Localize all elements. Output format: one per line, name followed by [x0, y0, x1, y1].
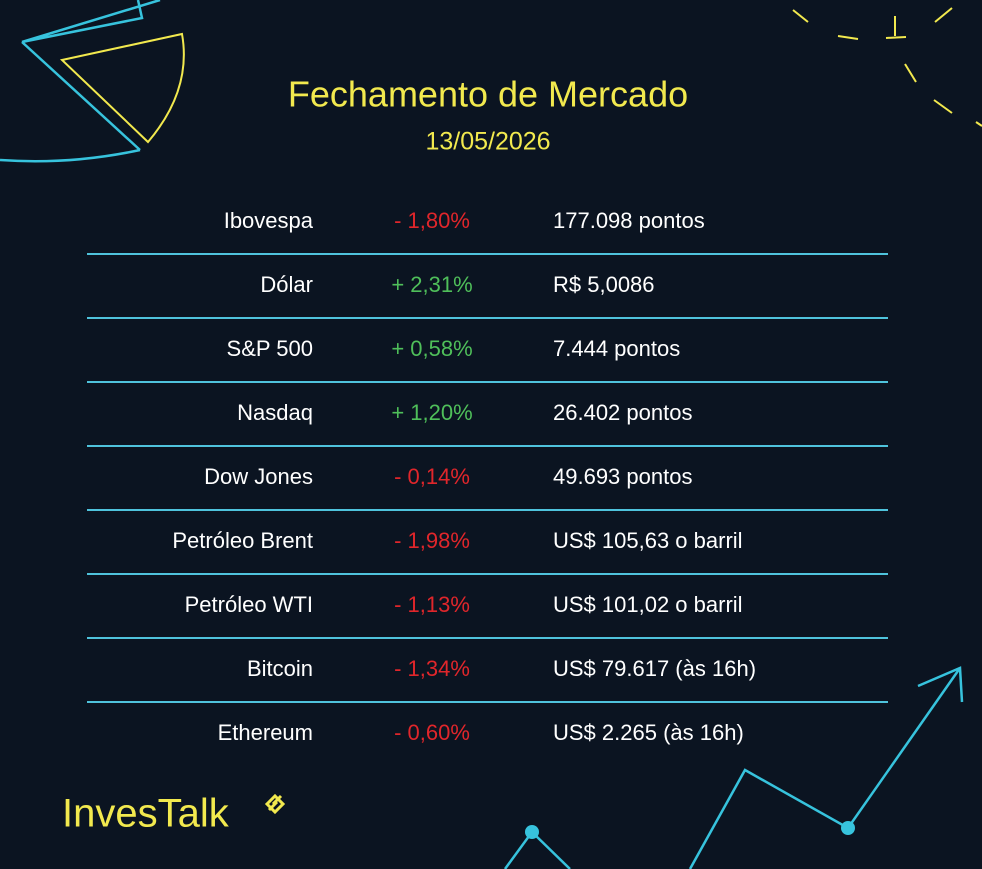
asset-value: US$ 2.265 (às 16h): [553, 720, 744, 745]
asset-name: Petróleo WTI: [185, 592, 313, 617]
asset-name: Bitcoin: [247, 656, 313, 681]
asset-value: 177.098 pontos: [553, 208, 705, 233]
asset-value: US$ 105,63 o barril: [553, 528, 743, 553]
title: Fechamento de Mercado: [288, 74, 688, 115]
asset-name: Dow Jones: [204, 464, 313, 489]
asset-change: - 1,80%: [394, 208, 470, 233]
asset-name: Dólar: [260, 272, 313, 297]
decor-yellow-slice: [59, 32, 185, 144]
date: 13/05/2026: [425, 128, 550, 156]
logo: InvesTalk: [62, 792, 230, 836]
decor-dot: [525, 825, 539, 839]
asset-name: Ethereum: [218, 720, 313, 745]
asset-name: Ibovespa: [224, 208, 314, 233]
asset-value: US$ 79.617 (às 16h): [553, 656, 756, 681]
asset-value: US$ 101,02 o barril: [553, 592, 743, 617]
asset-change: - 1,13%: [394, 592, 470, 617]
asset-value: 49.693 pontos: [553, 464, 692, 489]
asset-name: Petróleo Brent: [172, 528, 313, 553]
decor-dot: [841, 821, 855, 835]
market-table: Ibovespa - 1,80% 177.098 pontos Dólar + 2,31…: [87, 208, 888, 745]
asset-change: + 2,31%: [391, 272, 472, 297]
asset-value: R$ 5,0086: [553, 272, 655, 297]
asset-name: S&P 500: [227, 336, 313, 361]
asset-change: - 1,34%: [394, 656, 470, 681]
asset-name: Nasdaq: [237, 400, 313, 425]
asset-change: + 1,20%: [391, 400, 472, 425]
asset-value: 7.444 pontos: [553, 336, 680, 361]
decor-cyan-shape: [0, 0, 161, 163]
asset-change: - 1,98%: [394, 528, 470, 553]
asset-change: - 0,60%: [394, 720, 470, 745]
asset-value: 26.402 pontos: [553, 400, 692, 425]
asset-change: - 0,14%: [394, 464, 470, 489]
asset-change: + 0,58%: [391, 336, 472, 361]
logo-icon: [264, 793, 286, 815]
decor-dashes: [792, 7, 982, 127]
